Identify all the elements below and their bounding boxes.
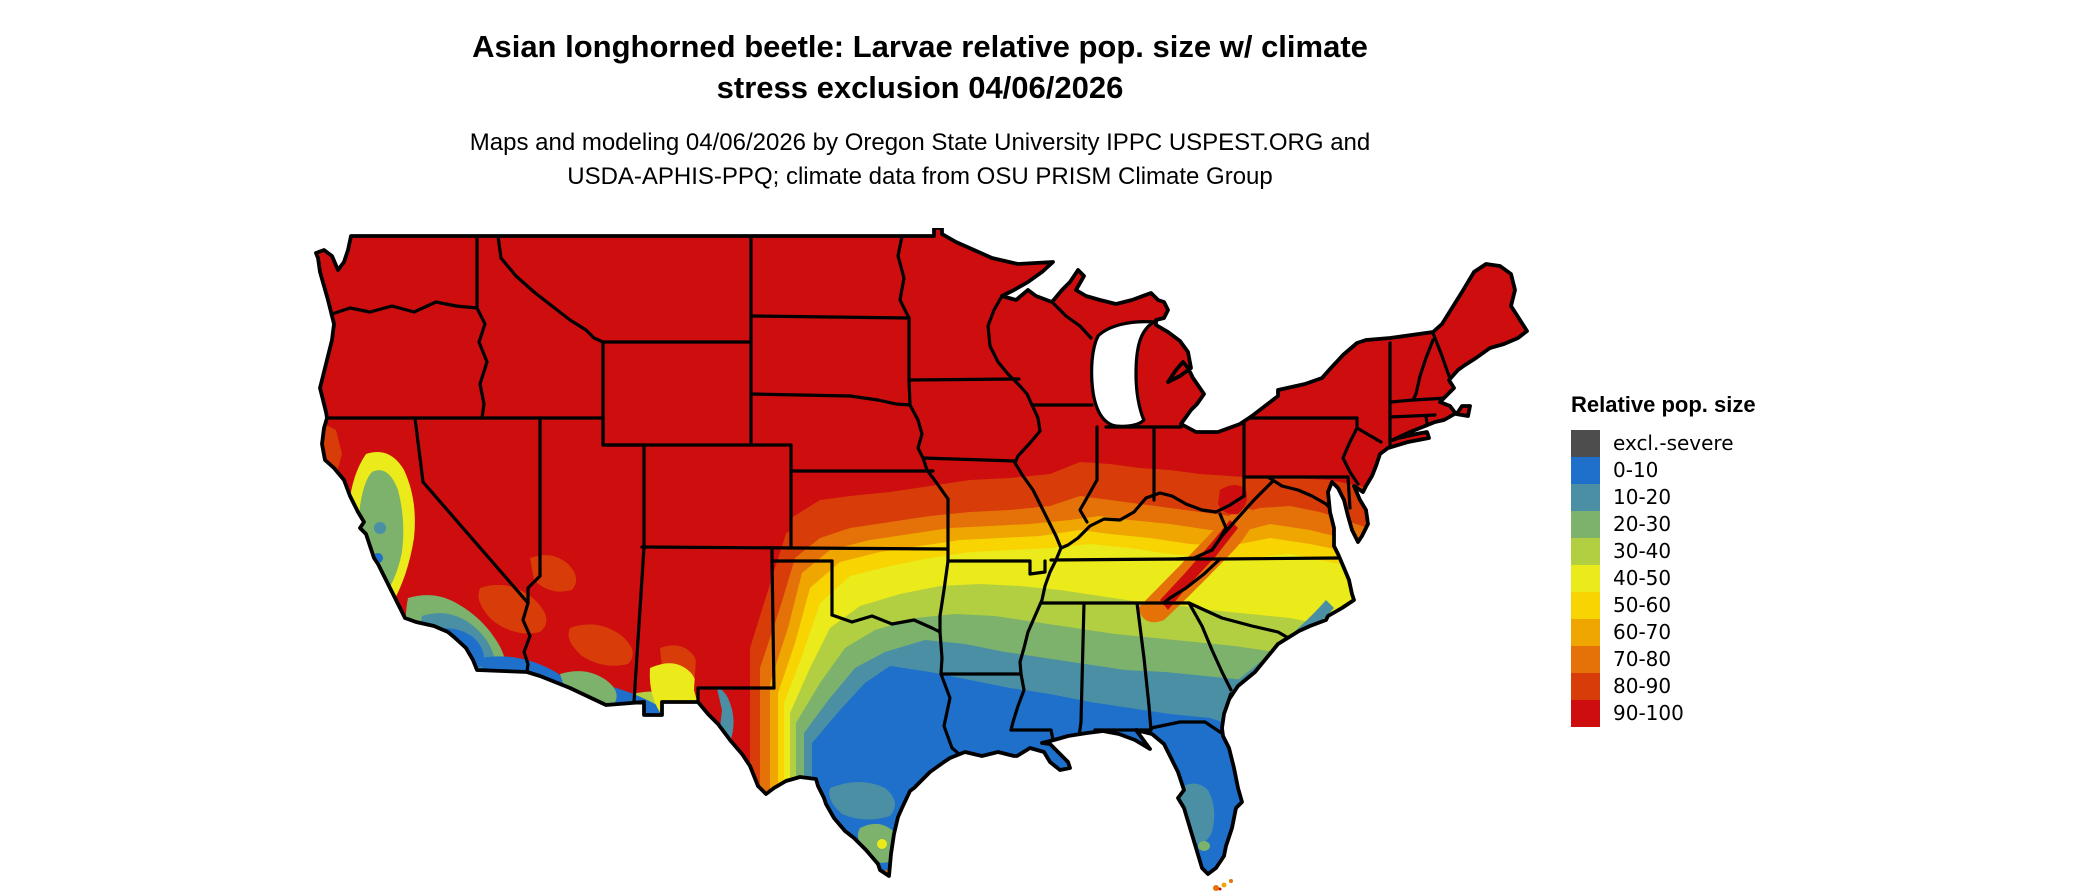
legend-swatch-70-80 <box>1571 646 1600 673</box>
lake-michigan <box>1090 320 1156 428</box>
legend-item-60-70: 60-70 <box>1571 619 1871 646</box>
legend-label: 80-90 <box>1613 674 1672 698</box>
legend-swatch-60-70 <box>1571 619 1600 646</box>
legend-label: 70-80 <box>1613 647 1672 671</box>
legend-item-0-10: 0-10 <box>1571 457 1871 484</box>
legend: Relative pop. size excl.-severe 0-10 10-20… <box>1571 392 1871 727</box>
state-borders <box>325 234 1451 761</box>
legend-swatch-20-30 <box>1571 511 1600 538</box>
us-map <box>314 228 1529 891</box>
patch-ca-teal-dot <box>374 522 386 534</box>
legend-label: 40-50 <box>1613 566 1672 590</box>
florida-keys <box>1213 879 1233 891</box>
legend-swatch-80-90 <box>1571 673 1600 700</box>
legend-label: 60-70 <box>1613 620 1672 644</box>
legend-rows: excl.-severe 0-10 10-20 20-30 30-40 40-50 50-6… <box>1571 430 1871 727</box>
patch-stx-yellow-dot <box>877 839 887 849</box>
legend-swatch-0-10 <box>1571 457 1600 484</box>
legend-label: 30-40 <box>1613 539 1672 563</box>
map-subtitle: Maps and modeling 04/06/2026 by Oregon S… <box>0 126 1840 194</box>
legend-label: excl.-severe <box>1613 431 1734 455</box>
legend-item-20-30: 20-30 <box>1571 511 1871 538</box>
patch-fl-green-dot <box>1198 841 1210 851</box>
map-title-line1: Asian longhorned beetle: Larvae relative… <box>472 29 1368 64</box>
legend-item-50-60: 50-60 <box>1571 592 1871 619</box>
legend-swatch-10-20 <box>1571 484 1600 511</box>
legend-label: 20-30 <box>1613 512 1672 536</box>
legend-item-70-80: 70-80 <box>1571 646 1871 673</box>
us-outline <box>314 228 1529 878</box>
patch-ca-north-coast <box>322 424 342 476</box>
map-title: Asian longhorned beetle: Larvae relative… <box>0 26 1840 108</box>
patch-west-red <box>327 418 791 684</box>
legend-item-excl.-severe: excl.-severe <box>1571 430 1871 457</box>
legend-swatch-30-40 <box>1571 538 1600 565</box>
patch-stx-teal <box>829 782 895 820</box>
legend-label: 50-60 <box>1613 593 1672 617</box>
legend-swatch-excl.-severe <box>1571 430 1600 457</box>
header: Asian longhorned beetle: Larvae relative… <box>0 0 1840 194</box>
legend-title: Relative pop. size <box>1571 392 1756 417</box>
legend-item-80-90: 80-90 <box>1571 673 1871 700</box>
patch-az-orange <box>568 624 633 666</box>
map-title-line2: stress exclusion 04/06/2026 <box>716 70 1124 105</box>
legend-swatch-50-60 <box>1571 592 1600 619</box>
map-subtitle-line1: Maps and modeling 04/06/2026 by Oregon S… <box>469 129 1371 156</box>
legend-label: 10-20 <box>1613 485 1672 509</box>
legend-swatch-40-50 <box>1571 565 1600 592</box>
legend-item-10-20: 10-20 <box>1571 484 1871 511</box>
legend-item-40-50: 40-50 <box>1571 565 1871 592</box>
legend-swatch-90-100 <box>1571 700 1600 727</box>
raster-layer <box>316 228 1527 876</box>
legend-label: 90-100 <box>1613 701 1684 725</box>
legend-item-30-40: 30-40 <box>1571 538 1871 565</box>
legend-item-90-100: 90-100 <box>1571 700 1871 727</box>
map-subtitle-line2: USDA-APHIS-PPQ; climate data from OSU PR… <box>567 163 1273 190</box>
legend-label: 0-10 <box>1613 458 1659 482</box>
patch-fl-green-dot2 <box>1186 860 1194 868</box>
